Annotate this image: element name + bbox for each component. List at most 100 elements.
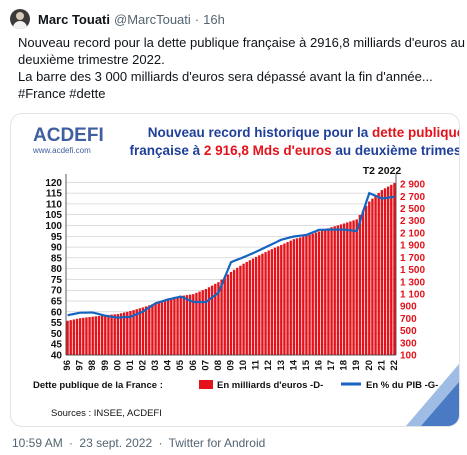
debt-bar [126, 311, 129, 355]
debt-bar [132, 310, 135, 355]
chart-title-part: au deuxième trimestre. [332, 143, 459, 158]
debt-bar [393, 183, 396, 355]
chart-title-part: dette publique [372, 125, 459, 140]
right-tick-label: 1 500 [400, 265, 425, 276]
tweet-text-line: deuxième trimestre 2022. [18, 52, 165, 67]
left-tick-label: 55 [51, 318, 63, 329]
tweet-hashtags[interactable]: #France #dette [18, 86, 106, 101]
right-tick-label: 2 100 [400, 228, 425, 239]
tweet-media-image[interactable]: ACDEFI www.acdefi.com Nouveau record histo… [10, 113, 460, 427]
right-tick-label: 2 900 [400, 180, 425, 191]
right-tick-label: 300 [400, 338, 417, 349]
debt-bar [214, 283, 217, 355]
debt-bar [148, 305, 151, 355]
debt-bar [254, 256, 258, 355]
x-tick-label: 10 [238, 360, 249, 371]
debt-bar [157, 302, 160, 355]
x-tick-label: 09 [226, 360, 237, 371]
footer-date[interactable]: 23 sept. 2022 [79, 436, 153, 450]
x-tick-label: 04 [163, 359, 174, 370]
left-tick-label: 100 [45, 221, 62, 232]
x-tick-label: 17 [326, 360, 337, 371]
debt-bar [100, 315, 104, 355]
debt-bar [195, 292, 198, 355]
debt-bar [122, 312, 126, 355]
debt-bar [170, 298, 173, 355]
debt-bar [264, 252, 267, 355]
debt-bar [85, 317, 88, 355]
tweet-text-line: Nouveau record pour la dette publique fr… [18, 35, 465, 50]
debt-bar [113, 314, 116, 355]
debt-bar [176, 296, 179, 355]
author-handle[interactable]: @MarcTouati [114, 11, 191, 27]
debt-bar [141, 307, 145, 355]
footer-client[interactable]: Twitter for Android [168, 436, 266, 450]
debt-bar [223, 277, 226, 355]
debt-bar [346, 222, 349, 355]
debt-bar [129, 310, 132, 355]
sources-text: Sources : INSEE, ACDEFI [51, 408, 162, 419]
x-tick-label: 05 [175, 359, 186, 370]
debt-bar [144, 306, 148, 355]
debt-bar [276, 246, 280, 355]
footer-time[interactable]: 10:59 AM [12, 436, 63, 450]
tweet-header: Marc Touati @MarcTouati · 16h [10, 8, 225, 30]
debt-bar [308, 234, 311, 355]
x-tick-label: 97 [75, 360, 86, 371]
debt-bar [377, 192, 380, 355]
debt-bar [355, 219, 358, 355]
debt-bar [342, 223, 346, 355]
debt-bar [69, 320, 72, 355]
debt-bar [173, 297, 176, 355]
avatar[interactable] [10, 9, 30, 29]
debt-bar [283, 243, 286, 355]
debt-bar [154, 303, 157, 355]
chart-title-line-2: française à 2 916,8 Mds d'euros au deuxi… [130, 143, 459, 158]
left-tick-label: 40 [51, 351, 63, 362]
left-tick-label: 115 [46, 189, 63, 200]
x-tick-label: 16 [314, 360, 325, 371]
left-tick-label: 80 [51, 264, 63, 275]
debt-bar [327, 228, 330, 355]
debt-bar [251, 258, 255, 355]
debt-bar [94, 316, 98, 355]
x-tick-label: 12 [263, 360, 274, 371]
right-tick-label: 2 500 [400, 204, 425, 215]
debt-bar [311, 233, 314, 355]
debt-bar [292, 239, 296, 355]
debt-bar [217, 282, 220, 355]
tweet-text: Nouveau record pour la dette publique fr… [18, 34, 465, 102]
left-tick-label: 65 [51, 297, 63, 308]
right-tick-label: 500 [400, 326, 417, 337]
chart-annotation: T2 2022 [363, 165, 402, 177]
x-tick-label: 11 [251, 359, 262, 370]
debt-bar [380, 190, 384, 355]
author-name[interactable]: Marc Touati [38, 11, 110, 27]
footer-separator: · [69, 436, 74, 450]
debt-bar [220, 279, 223, 355]
debt-bar [374, 195, 377, 355]
debt-bar [135, 309, 138, 355]
debt-bar [336, 225, 340, 355]
tweet-text-line: La barre des 3 000 milliards d'euros ser… [18, 69, 433, 84]
legend-ratio-label: En % du PIB -G- [366, 380, 438, 391]
debt-bar [166, 299, 170, 355]
debt-bar [229, 271, 233, 355]
left-tick-label: 70 [51, 286, 63, 297]
debt-bar [361, 210, 365, 355]
left-tick-label: 75 [51, 275, 63, 286]
gdp-ratio-line [67, 191, 395, 319]
right-tick-label: 700 [400, 314, 417, 325]
x-tick-label: 20 [364, 360, 375, 371]
debt-bar [368, 201, 371, 355]
debt-bar [298, 237, 302, 355]
debt-bar [302, 236, 305, 355]
debt-bar [110, 314, 113, 355]
right-tick-label: 1 900 [400, 241, 425, 252]
debt-bar [245, 261, 248, 355]
tweet-age[interactable]: 16h [203, 11, 225, 27]
debt-bar [320, 230, 324, 355]
debt-bar [339, 224, 343, 355]
x-tick-label: 96 [62, 360, 73, 371]
chart-title-part: française à [130, 143, 204, 158]
